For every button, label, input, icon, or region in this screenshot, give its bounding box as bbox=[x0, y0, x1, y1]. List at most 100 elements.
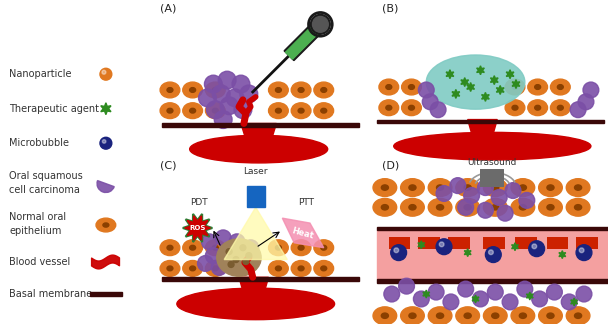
Ellipse shape bbox=[183, 82, 203, 98]
Polygon shape bbox=[101, 103, 111, 115]
Circle shape bbox=[206, 101, 224, 119]
Polygon shape bbox=[461, 78, 469, 86]
Ellipse shape bbox=[520, 205, 526, 210]
Bar bbox=[480, 169, 504, 187]
Polygon shape bbox=[477, 66, 484, 75]
Circle shape bbox=[233, 256, 239, 263]
Circle shape bbox=[240, 245, 246, 251]
Circle shape bbox=[206, 248, 221, 264]
Polygon shape bbox=[465, 249, 471, 256]
Circle shape bbox=[458, 281, 474, 297]
Circle shape bbox=[201, 234, 217, 250]
Ellipse shape bbox=[483, 199, 507, 216]
Ellipse shape bbox=[373, 179, 397, 196]
Circle shape bbox=[517, 281, 532, 297]
Circle shape bbox=[384, 286, 400, 302]
Ellipse shape bbox=[539, 307, 562, 325]
Text: Oral squamous: Oral squamous bbox=[9, 171, 83, 181]
Wedge shape bbox=[97, 181, 114, 192]
Text: (A): (A) bbox=[160, 3, 176, 13]
Ellipse shape bbox=[575, 185, 581, 190]
Circle shape bbox=[218, 71, 236, 89]
Ellipse shape bbox=[528, 100, 548, 116]
Polygon shape bbox=[284, 20, 325, 60]
Ellipse shape bbox=[456, 179, 479, 196]
Ellipse shape bbox=[566, 179, 590, 196]
Ellipse shape bbox=[298, 266, 304, 271]
Text: Laser: Laser bbox=[244, 167, 268, 176]
Circle shape bbox=[211, 260, 227, 275]
Circle shape bbox=[497, 205, 513, 221]
Ellipse shape bbox=[291, 240, 311, 255]
Text: (D): (D) bbox=[382, 161, 399, 171]
Ellipse shape bbox=[190, 135, 327, 163]
Text: Microbubble: Microbubble bbox=[9, 138, 69, 148]
Ellipse shape bbox=[269, 261, 288, 276]
Circle shape bbox=[243, 259, 249, 265]
Ellipse shape bbox=[298, 108, 304, 113]
Ellipse shape bbox=[558, 105, 563, 110]
Circle shape bbox=[226, 89, 244, 107]
Ellipse shape bbox=[520, 185, 526, 190]
Ellipse shape bbox=[401, 199, 424, 216]
Ellipse shape bbox=[183, 240, 203, 255]
Circle shape bbox=[576, 245, 592, 261]
Ellipse shape bbox=[520, 313, 526, 318]
Circle shape bbox=[394, 248, 398, 253]
Ellipse shape bbox=[436, 185, 444, 190]
Text: ROS: ROS bbox=[189, 225, 206, 231]
Polygon shape bbox=[286, 21, 324, 59]
Polygon shape bbox=[224, 207, 287, 260]
Text: Normal oral: Normal oral bbox=[9, 212, 66, 222]
Ellipse shape bbox=[464, 313, 471, 318]
Circle shape bbox=[472, 291, 488, 307]
Polygon shape bbox=[423, 290, 430, 298]
Ellipse shape bbox=[167, 108, 173, 113]
Bar bbox=[547, 237, 568, 249]
Ellipse shape bbox=[381, 205, 389, 210]
Ellipse shape bbox=[512, 84, 518, 89]
Polygon shape bbox=[452, 89, 460, 98]
Polygon shape bbox=[472, 295, 479, 303]
Ellipse shape bbox=[160, 82, 180, 98]
Ellipse shape bbox=[314, 261, 334, 276]
Ellipse shape bbox=[321, 245, 327, 250]
Polygon shape bbox=[282, 218, 324, 248]
Bar bbox=[377, 227, 608, 230]
Circle shape bbox=[246, 253, 252, 259]
Circle shape bbox=[430, 102, 446, 118]
Circle shape bbox=[234, 101, 252, 119]
Circle shape bbox=[422, 94, 438, 110]
Ellipse shape bbox=[321, 266, 327, 271]
Ellipse shape bbox=[298, 88, 304, 92]
Ellipse shape bbox=[206, 103, 225, 119]
Circle shape bbox=[313, 17, 328, 32]
Ellipse shape bbox=[456, 199, 479, 216]
Circle shape bbox=[547, 284, 562, 300]
Ellipse shape bbox=[427, 55, 525, 109]
Ellipse shape bbox=[491, 313, 499, 318]
Circle shape bbox=[458, 200, 474, 215]
Circle shape bbox=[436, 239, 452, 254]
Circle shape bbox=[228, 262, 234, 267]
Ellipse shape bbox=[379, 79, 398, 95]
Circle shape bbox=[100, 68, 112, 80]
Text: Therapeutic agent: Therapeutic agent bbox=[9, 104, 99, 114]
Ellipse shape bbox=[212, 245, 218, 250]
Ellipse shape bbox=[212, 108, 218, 113]
Circle shape bbox=[102, 70, 106, 74]
Polygon shape bbox=[241, 124, 277, 136]
Ellipse shape bbox=[206, 82, 225, 98]
Circle shape bbox=[485, 247, 501, 263]
Polygon shape bbox=[512, 243, 518, 251]
Ellipse shape bbox=[183, 103, 203, 119]
Text: Blood vessel: Blood vessel bbox=[9, 256, 70, 266]
Circle shape bbox=[212, 85, 230, 103]
Ellipse shape bbox=[428, 199, 452, 216]
Ellipse shape bbox=[298, 245, 304, 250]
Ellipse shape bbox=[206, 261, 225, 276]
Circle shape bbox=[229, 234, 245, 250]
Circle shape bbox=[464, 188, 479, 203]
Circle shape bbox=[477, 202, 493, 218]
Circle shape bbox=[505, 183, 521, 199]
